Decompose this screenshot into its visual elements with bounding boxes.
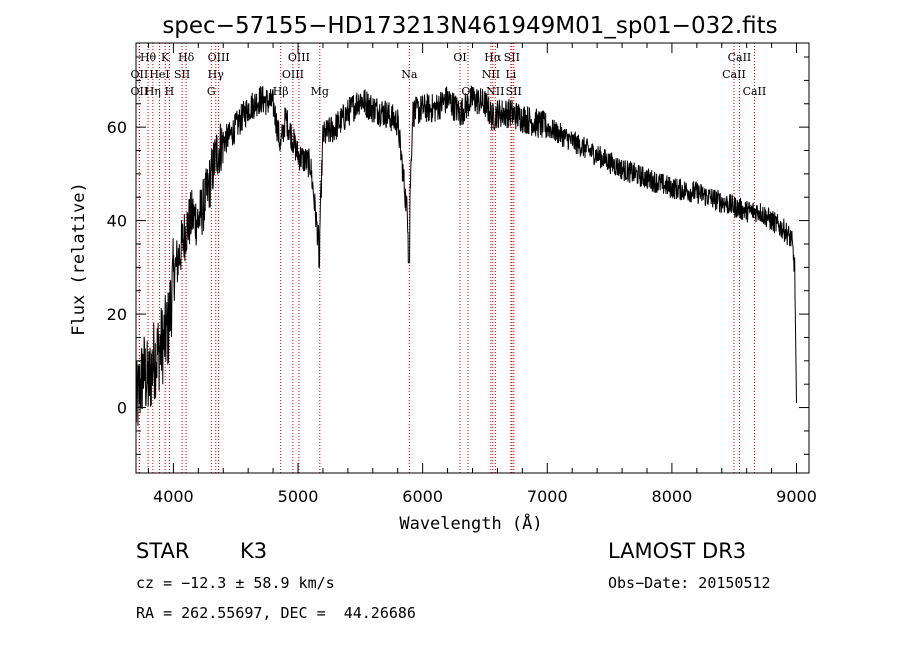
chart-title: spec−57155−HD173213N461949M01_sp01−032.f… bbox=[162, 13, 777, 39]
spectrum-line bbox=[135, 85, 797, 426]
spectral-line-label: HeI bbox=[149, 68, 169, 81]
spectral-line-label: SII bbox=[506, 85, 522, 98]
spectral-line-label: CaII bbox=[743, 85, 767, 98]
spectral-line-label: CaII bbox=[722, 68, 746, 81]
spectrum-layer bbox=[135, 85, 797, 426]
spectral-line-label: Hδ bbox=[178, 51, 195, 64]
spectral-line-label: OIII bbox=[282, 68, 304, 81]
spectral-line-label: H bbox=[165, 85, 175, 98]
axis-ticks: 4000 5000 6000 7000 8000 9000 0 20 40 60 bbox=[107, 43, 817, 506]
x-tick-label: 9000 bbox=[776, 487, 817, 506]
redshift-velocity: cz = −12.3 ± 58.9 km/s bbox=[136, 574, 335, 592]
x-axis-label: Wavelength (Å) bbox=[399, 512, 542, 534]
spectral-lines-layer: Hθ OII OII K HeI Hη Hδ SII H OIII Hγ G Hβ OIII OIII Mg N… bbox=[131, 43, 767, 473]
observation-date: Obs−Date: 20150512 bbox=[608, 574, 771, 592]
spectral-line-label: OI bbox=[453, 51, 466, 64]
spectral-line-label: G bbox=[207, 85, 216, 98]
spectral-line-label: SII bbox=[174, 68, 190, 81]
y-tick-label: 60 bbox=[107, 118, 127, 137]
object-class: STAR bbox=[136, 539, 190, 563]
spectral-line-label: SII bbox=[504, 51, 520, 64]
object-subclass: K3 bbox=[240, 539, 268, 563]
spectral-line-label: Na bbox=[401, 68, 418, 81]
spectral-line-label: NII bbox=[486, 85, 504, 98]
spectral-line-label: Hθ bbox=[140, 51, 157, 64]
coordinates: RA = 262.55697, DEC = 44.26686 bbox=[136, 604, 416, 622]
x-tick-label: 6000 bbox=[402, 487, 443, 506]
spectral-line-label: CaII bbox=[728, 51, 752, 64]
plot-frame bbox=[135, 42, 810, 474]
x-tick-label: 8000 bbox=[652, 487, 693, 506]
y-tick-label: 0 bbox=[117, 399, 127, 418]
spectral-line-label: Hα bbox=[484, 51, 502, 64]
spectral-line-label: Hγ bbox=[208, 68, 225, 81]
spectral-line-label: K bbox=[161, 51, 170, 64]
y-tick-label: 40 bbox=[107, 212, 127, 231]
x-tick-label: 4000 bbox=[153, 487, 194, 506]
x-tick-label: 7000 bbox=[527, 487, 568, 506]
spectral-line-label: OIII bbox=[208, 51, 230, 64]
spectral-line-label: Li bbox=[505, 68, 516, 81]
spectral-line-label: Hβ bbox=[273, 85, 289, 98]
x-tick-label: 5000 bbox=[278, 487, 319, 506]
spectral-line-label: OII bbox=[131, 85, 149, 98]
survey-name: LAMOST DR3 bbox=[608, 539, 747, 563]
spectral-line-label: Mg bbox=[311, 85, 329, 98]
spectral-line-label: OIII bbox=[288, 51, 310, 64]
spectral-line-label: OII bbox=[131, 68, 149, 81]
spectral-line-label: Hη bbox=[145, 85, 161, 98]
y-axis-label: Flux (relative) bbox=[69, 182, 89, 336]
y-tick-label: 20 bbox=[107, 305, 127, 324]
spectral-line-label: NII bbox=[482, 68, 500, 81]
